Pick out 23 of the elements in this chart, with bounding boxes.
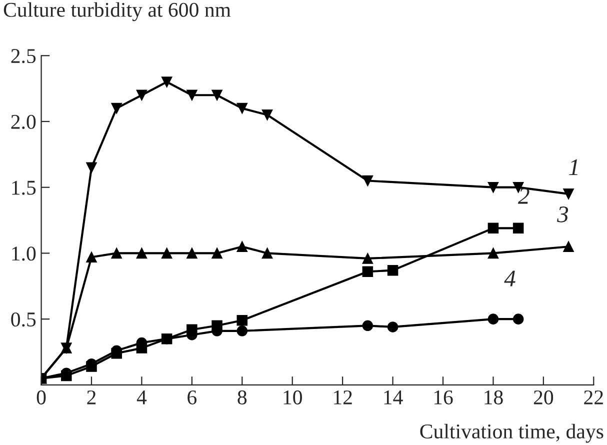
- x-tick-label: 8: [238, 390, 247, 404]
- x-tick-label: 0: [36, 390, 46, 404]
- y-tick-label: 2.0: [11, 114, 36, 130]
- series-label: 3: [557, 206, 568, 222]
- x-tick-label: 16: [434, 390, 453, 404]
- y-tick-label: 1.5: [12, 180, 36, 195]
- x-axis-title: Cultivation time, days: [420, 424, 604, 443]
- series-label: 4: [504, 270, 516, 286]
- y-tick-label: 2.5: [11, 49, 36, 64]
- series-label: 2: [518, 188, 530, 204]
- y-tick-label: 1.0: [12, 246, 36, 261]
- x-tick-label: 22: [584, 390, 603, 404]
- x-tick-label: 10: [284, 390, 302, 404]
- x-tick-label: 18: [484, 390, 503, 404]
- series-label: 1: [569, 159, 578, 176]
- y-axis-title: Culture turbidity at 600 nm: [4, 2, 231, 22]
- x-tick-label: 20: [534, 390, 554, 404]
- x-tick-label: 14: [384, 390, 403, 404]
- y-tick-label: 0.5: [11, 312, 36, 327]
- x-tick-label: 2: [87, 390, 96, 404]
- x-tick-label: 12: [334, 390, 352, 404]
- x-tick-label: 6: [188, 390, 197, 404]
- x-tick-label: 4: [136, 390, 147, 404]
